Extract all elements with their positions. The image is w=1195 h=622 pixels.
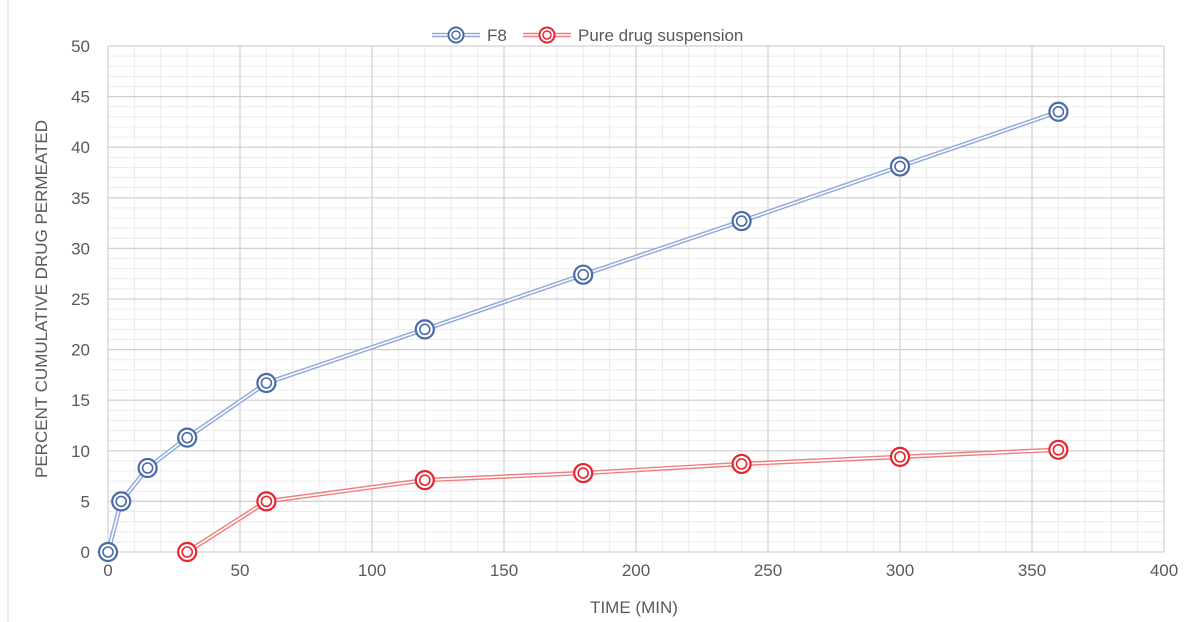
data-point <box>256 372 277 394</box>
data-point <box>414 470 435 491</box>
data-point-inner <box>260 495 273 508</box>
legend-pure-drug-marker-inner <box>542 30 552 40</box>
data-point-inner <box>735 215 748 227</box>
data-point-inner <box>260 377 273 389</box>
x-tick-label: 300 <box>886 561 914 580</box>
data-point-inner <box>418 323 431 336</box>
legend: F8 Pure drug suspension <box>432 26 743 45</box>
legend-pure-drug-marker <box>538 26 556 44</box>
data-point <box>731 210 752 232</box>
legend-item-pure-drug-suspension: Pure drug suspension <box>523 26 743 45</box>
data-point <box>1048 439 1069 460</box>
data-point <box>731 453 752 475</box>
data-point <box>177 427 198 448</box>
y-tick-label: 15 <box>71 391 90 410</box>
x-tick-label: 0 <box>103 561 112 580</box>
data-point-inner <box>1052 443 1065 456</box>
legend-pure-drug-label: Pure drug suspension <box>578 26 743 45</box>
data-point-inner <box>181 431 193 444</box>
axis-tick-labels: 0 50 100 150 200 250 300 350 400 0 5 10 15 20 25 30 35 40… <box>71 37 1178 580</box>
legend-f8-label: F8 <box>487 26 507 45</box>
y-tick-label: 0 <box>81 543 90 562</box>
series-layer <box>97 101 1069 563</box>
x-tick-label: 100 <box>358 561 386 580</box>
data-point <box>137 457 158 479</box>
y-axis-title: PERCENT CUMULATIVE DRUG PERMEATED <box>32 120 51 478</box>
y-tick-label: 10 <box>71 442 90 461</box>
y-tick-label: 30 <box>71 239 90 258</box>
data-point <box>256 491 277 512</box>
x-tick-label: 50 <box>231 561 250 580</box>
data-point-inner <box>181 546 193 558</box>
y-tick-label: 35 <box>71 189 90 208</box>
data-point-inner <box>1052 105 1065 118</box>
data-point-inner <box>577 467 590 479</box>
series-line-inner <box>107 110 1060 553</box>
data-point-inner <box>894 160 906 173</box>
y-tick-label: 25 <box>71 290 90 309</box>
legend-f8-marker <box>447 26 465 44</box>
data-point <box>889 446 911 467</box>
x-tick-label: 350 <box>1018 561 1046 580</box>
y-tick-label: 40 <box>71 138 90 157</box>
legend-f8-marker-inner <box>451 30 461 40</box>
data-point-inner <box>577 268 590 281</box>
legend-item-f8: F8 <box>432 26 507 45</box>
x-tick-label: 250 <box>754 561 782 580</box>
data-point <box>111 491 132 512</box>
data-point-inner <box>418 474 431 486</box>
data-point <box>177 541 198 563</box>
data-point-inner <box>735 458 748 470</box>
data-point <box>97 541 119 563</box>
major-gridlines <box>107 45 1165 553</box>
x-tick-label: 200 <box>622 561 650 580</box>
data-point-inner <box>115 495 127 508</box>
data-point <box>889 156 911 177</box>
y-tick-label: 20 <box>71 341 90 360</box>
data-point <box>1048 101 1069 122</box>
y-tick-label: 45 <box>71 88 90 107</box>
series-0 <box>97 101 1069 563</box>
data-point-inner <box>102 546 114 558</box>
x-tick-label: 400 <box>1150 561 1178 580</box>
x-axis-title: TIME (MIN) <box>590 598 678 617</box>
series-1 <box>177 439 1069 563</box>
data-point <box>573 264 594 285</box>
data-point-inner <box>894 451 906 463</box>
data-point-inner <box>141 462 154 474</box>
y-tick-label: 50 <box>71 37 90 56</box>
data-point <box>573 462 594 484</box>
y-tick-label: 5 <box>81 492 90 511</box>
data-point <box>414 319 435 340</box>
x-tick-label: 150 <box>490 561 518 580</box>
